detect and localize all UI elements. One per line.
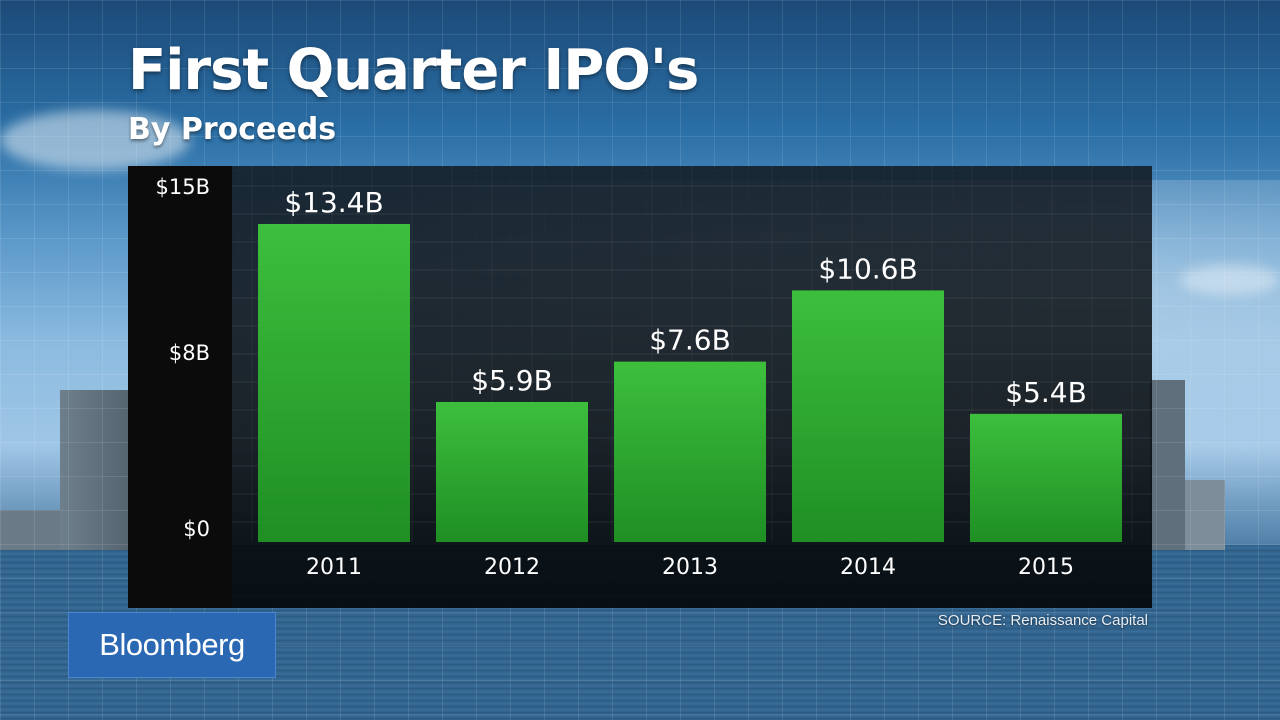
background-cloud	[1180, 265, 1280, 295]
x-tick-label: 2013	[662, 555, 718, 580]
chart-subtitle: By Proceeds	[128, 112, 337, 147]
x-tick-label: 2012	[484, 555, 540, 580]
background-skyline	[1185, 480, 1225, 550]
bar-2014	[792, 290, 944, 542]
y-tick-label: $8B	[169, 341, 210, 365]
background-skyline	[60, 390, 130, 550]
data-label: $5.9B	[471, 364, 553, 397]
chart-title: First Quarter IPO's	[128, 38, 699, 103]
bar-2015	[970, 413, 1122, 542]
bar-chart: $0 $8B $15B $13.4B 2011 $5.9B 2012 $7.6B 2013 $10…	[128, 166, 1152, 608]
bar-2013	[614, 361, 766, 542]
x-tick-label: 2014	[840, 555, 896, 580]
bar-2011	[258, 223, 410, 542]
logo-text: Bloomberg	[99, 627, 245, 662]
data-label: $5.4B	[1005, 376, 1087, 409]
source-note: SOURCE: Renaissance Capital	[937, 612, 1148, 629]
background-skyline	[1150, 380, 1185, 550]
bar-2012	[436, 401, 588, 542]
y-tick-label: $15B	[156, 175, 211, 199]
bloomberg-logo: Bloomberg	[68, 612, 276, 678]
y-tick-label: $0	[183, 517, 210, 541]
x-tick-label: 2011	[306, 555, 362, 580]
data-label: $10.6B	[818, 252, 917, 285]
data-label: $7.6B	[649, 324, 731, 357]
chart-panel: $0 $8B $15B $13.4B 2011 $5.9B 2012 $7.6B 2013 $10…	[128, 166, 1152, 608]
y-axis-strip	[128, 166, 232, 608]
background-cloud	[0, 110, 190, 170]
x-tick-label: 2015	[1018, 555, 1074, 580]
data-label: $13.4B	[284, 186, 383, 219]
